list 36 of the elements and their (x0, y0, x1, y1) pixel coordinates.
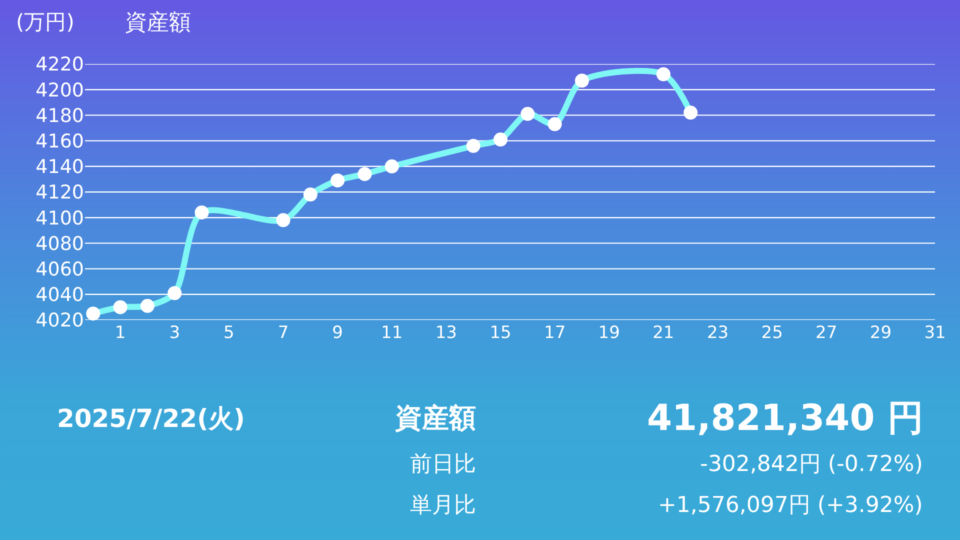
y-tick-label: 4040 (36, 284, 84, 306)
x-tick-label: 21 (652, 323, 674, 343)
y-tick-label: 4100 (36, 207, 84, 230)
y-tick-label: 4220 (36, 54, 84, 76)
text: 2025/7/22(火) (57, 404, 245, 433)
x-tick-label: 23 (706, 323, 729, 343)
text: 資産額 (394, 403, 476, 434)
x-tick-label: 19 (598, 323, 620, 343)
text: 単月比 (410, 493, 476, 518)
chart-title: 資産額 (125, 10, 191, 36)
x-tick-label: 15 (490, 323, 512, 343)
y-axis-title: (万円) (16, 10, 74, 34)
x-tick-label: 1 (114, 323, 126, 343)
x-tick-label: 31 (924, 323, 946, 343)
x-tick-label: 5 (224, 323, 234, 343)
text: -302,842円 (-0.72%) (700, 452, 923, 477)
x-tick-label: 29 (870, 323, 892, 343)
y-tick-label: 4160 (36, 130, 84, 152)
x-tick-label: 9 (332, 323, 343, 343)
x-tick-label: 17 (544, 323, 566, 343)
y-tick-label: 4180 (36, 104, 84, 127)
x-tick-label: 11 (381, 323, 403, 343)
text: +1,576,097円 (+3.92%) (658, 493, 923, 518)
x-tick-label: 25 (761, 323, 783, 343)
y-tick-label: 4120 (36, 182, 84, 204)
x-tick-label: 27 (816, 323, 838, 343)
x-tick-label: 3 (169, 323, 180, 343)
text: 41,821,340 円 (647, 398, 924, 439)
x-tick-label: 7 (278, 323, 289, 343)
text: 前日比 (410, 452, 476, 477)
y-tick-label: 4200 (36, 79, 84, 102)
y-tick-label: 4020 (36, 310, 84, 332)
x-tick-label: 13 (435, 323, 457, 343)
y-tick-label: 4060 (36, 258, 84, 280)
y-tick-label: 4080 (36, 232, 84, 255)
y-tick-label: 4140 (36, 156, 84, 178)
